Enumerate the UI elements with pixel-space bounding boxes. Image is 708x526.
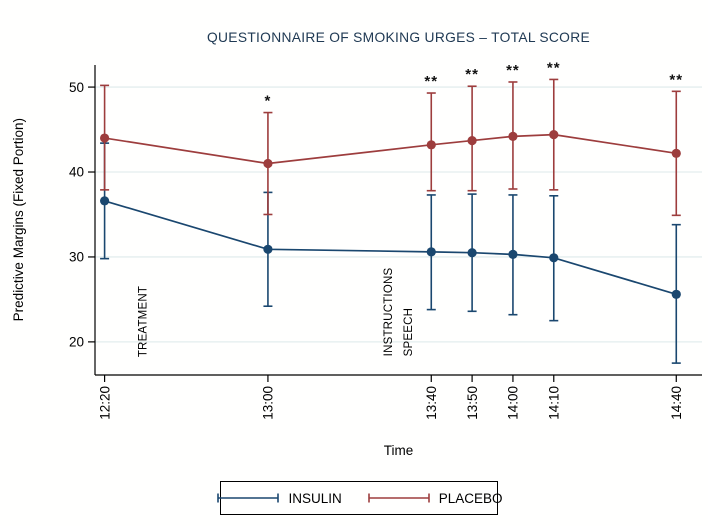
significance-marker: ** [506,62,520,79]
x-tick-label: 14:10 [546,386,561,420]
data-point-placebo [549,130,559,140]
data-point-insulin [263,244,273,254]
y-tick-label: 40 [69,165,84,180]
data-point-placebo [671,148,681,158]
data-point-insulin [549,253,559,263]
chart-title: QUESTIONNAIRE OF SMOKING URGES – TOTAL S… [207,30,590,45]
data-point-placebo [467,135,477,146]
annotation-treatment: TREATMENT [137,286,149,357]
x-tick-label: 13:40 [424,386,439,420]
data-point-insulin [426,247,436,257]
data-point-placebo [508,131,518,141]
x-tick-label: 12:20 [97,386,112,420]
annotation-speech: SPEECH [403,308,415,357]
significance-marker: ** [424,73,438,90]
significance-marker: * [265,93,272,110]
data-point-insulin [671,289,681,299]
significance-marker: ** [547,59,561,76]
significance-marker: ** [669,71,683,88]
legend-label-placebo: PLACEBO [438,490,503,506]
data-point-placebo [426,140,436,150]
data-point-insulin [508,249,518,259]
y-tick-label: 30 [69,250,84,265]
significance-marker: ** [465,66,479,83]
x-axis-title: Time [383,443,414,458]
y-tick-label: 20 [69,335,84,350]
data-point-placebo [263,158,273,169]
legend-item-placebo: PLACEBO [366,491,503,506]
data-point-insulin [467,248,477,258]
legend-box: INSULIN PLACEBO [217,481,503,515]
series-line-placebo [104,133,677,165]
x-tick-label: 13:00 [261,386,276,420]
x-tick-label: 14:40 [669,386,684,420]
legend-label-insulin: INSULIN [288,490,342,506]
legend-item-insulin: INSULIN [215,490,342,506]
data-point-insulin [99,196,110,206]
insulin-errorbar-icon [217,493,280,503]
x-tick-label: 14:00 [506,386,521,420]
data-point-placebo [99,133,110,143]
annotation-instructions: INSTRUCTIONS [383,268,395,357]
x-tick-label: 13:50 [465,386,480,420]
placebo-errorbar-icon [367,493,430,503]
y-tick-label: 50 [69,80,84,95]
